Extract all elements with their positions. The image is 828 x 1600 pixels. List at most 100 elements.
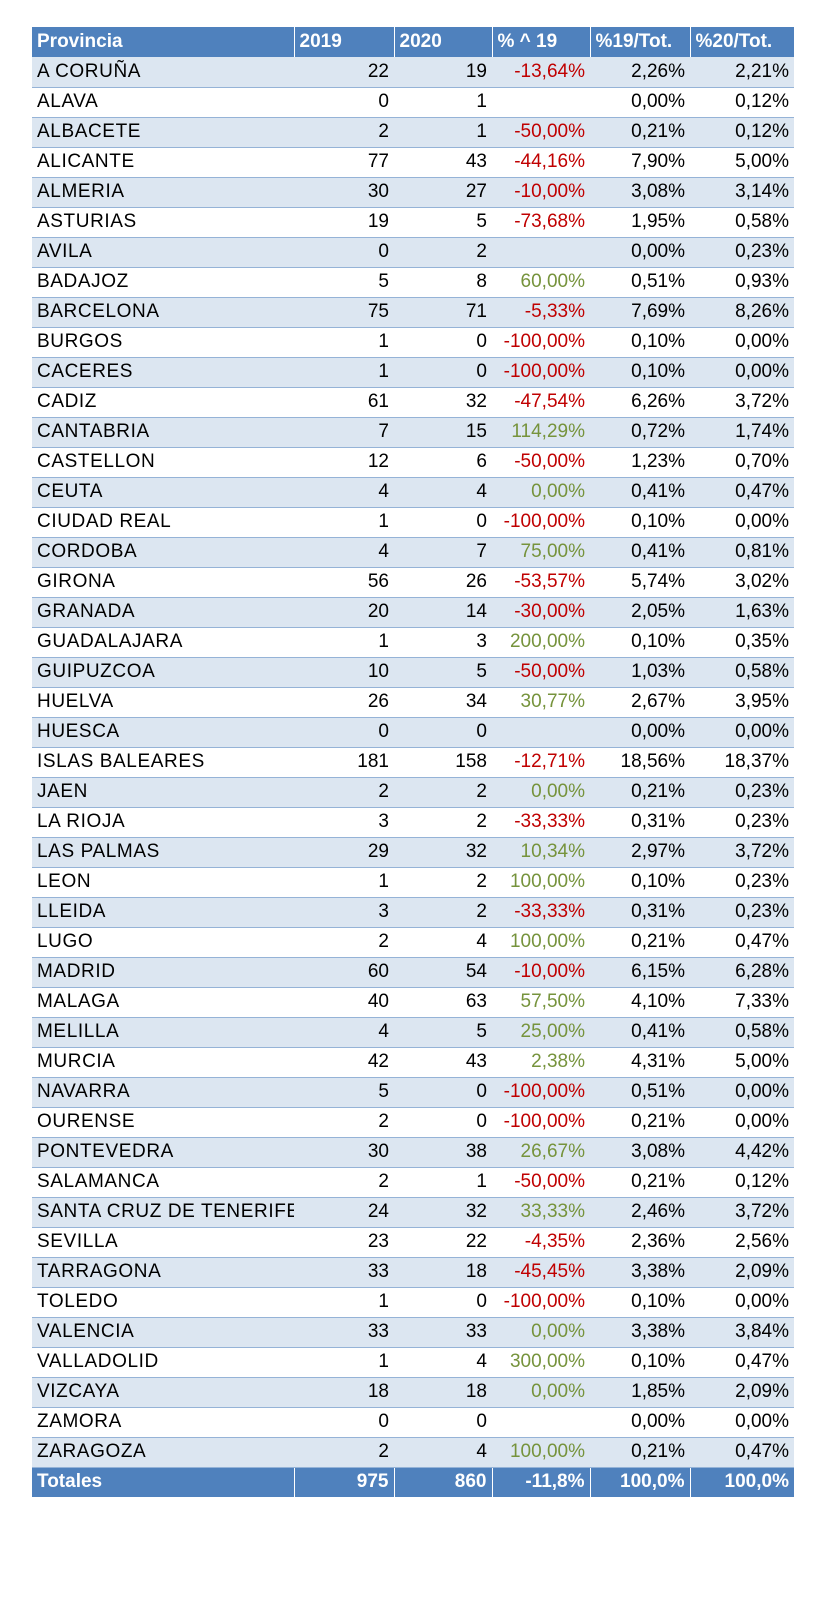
header-share-2019[interactable]: %19/Tot. [589,27,690,57]
cell-share-2019: 7,69% [590,297,690,328]
cell-2020: 4 [394,927,492,958]
cell-2019: 12 [294,447,394,478]
cell-share-2020: 6,28% [690,957,794,988]
cell-provincia: OURENSE [32,1107,294,1138]
cell-provincia: MALAGA [32,987,294,1018]
cell-2019: 42 [294,1047,394,1078]
cell-share-2019: 0,10% [590,1287,690,1318]
cell-provincia: ALAVA [32,87,294,118]
cell-2019: 30 [294,177,394,208]
header-change-pct[interactable]: % ^ 19 [491,27,590,57]
cell-change-pct: -33,33% [492,807,590,838]
table-row: CIUDAD REAL 1 0 -100,00% 0,10% 0,00% [32,507,794,538]
cell-share-2019: 0,21% [590,927,690,958]
cell-change-pct: -10,00% [492,957,590,988]
cell-change-pct: 0,00% [492,1377,590,1408]
table-row: CADIZ 61 32 -47,54% 6,26% 3,72% [32,387,794,418]
cell-share-2020: 0,47% [690,927,794,958]
cell-change-pct: 57,50% [492,987,590,1018]
cell-change-pct: -33,33% [492,897,590,928]
cell-2020: 38 [394,1137,492,1168]
cell-provincia: LEON [32,867,294,898]
cell-provincia: GUADALAJARA [32,627,294,658]
cell-share-2020: 4,42% [690,1137,794,1168]
table-row: LA RIOJA 3 2 -33,33% 0,31% 0,23% [32,807,794,838]
cell-change-pct [492,717,590,748]
table-row: VALENCIA 33 33 0,00% 3,38% 3,84% [32,1317,794,1348]
cell-2019: 4 [294,1017,394,1048]
table-row: ALICANTE 77 43 -44,16% 7,90% 5,00% [32,147,794,178]
cell-2019: 1 [294,1287,394,1318]
cell-change-pct: 2,38% [492,1047,590,1078]
cell-share-2020: 0,00% [690,507,794,538]
cell-2020: 18 [394,1377,492,1408]
cell-change-pct: 300,00% [492,1347,590,1378]
cell-share-2019: 1,85% [590,1377,690,1408]
cell-change-pct: -44,16% [492,147,590,178]
table-row: LAS PALMAS 29 32 10,34% 2,97% 3,72% [32,837,794,868]
cell-2020: 0 [394,717,492,748]
table-row: NAVARRA 5 0 -100,00% 0,51% 0,00% [32,1077,794,1108]
cell-share-2019: 0,10% [590,327,690,358]
cell-share-2019: 0,10% [590,1347,690,1378]
cell-share-2020: 3,72% [690,1197,794,1228]
table-row: GUIPUZCOA 10 5 -50,00% 1,03% 0,58% [32,657,794,688]
cell-2020: 43 [394,147,492,178]
cell-share-2020: 0,70% [690,447,794,478]
cell-share-2020: 0,12% [690,117,794,148]
cell-share-2019: 0,41% [590,477,690,508]
cell-2020: 1 [394,117,492,148]
table-row: MADRID 60 54 -10,00% 6,15% 6,28% [32,957,794,988]
cell-share-2020: 0,00% [690,1107,794,1138]
cell-share-2019: 0,10% [590,507,690,538]
cell-2019: 1 [294,867,394,898]
table-row: SANTA CRUZ DE TENERIFE 24 32 33,33% 2,46% 3,7… [32,1197,794,1228]
cell-provincia: BURGOS [32,327,294,358]
cell-share-2019: 0,41% [590,537,690,568]
cell-change-pct [492,237,590,268]
cell-provincia: ISLAS BALEARES [32,747,294,778]
table-row: ZAMORA 0 0 0,00% 0,00% [32,1407,794,1438]
table-row: GRANADA 20 14 -30,00% 2,05% 1,63% [32,597,794,628]
cell-provincia: MURCIA [32,1047,294,1078]
cell-2019: 18 [294,1377,394,1408]
cell-change-pct [492,87,590,118]
cell-change-pct: -30,00% [492,597,590,628]
cell-2020: 5 [394,1017,492,1048]
totals-change-pct: -11,8% [491,1467,590,1497]
cell-provincia: VIZCAYA [32,1377,294,1408]
cell-provincia: MADRID [32,957,294,988]
cell-share-2020: 0,93% [690,267,794,298]
cell-2019: 5 [294,1077,394,1108]
cell-provincia: ASTURIAS [32,207,294,238]
cell-change-pct: -100,00% [492,1107,590,1138]
cell-2020: 3 [394,627,492,658]
cell-provincia: HUESCA [32,717,294,748]
cell-share-2020: 5,00% [690,1047,794,1078]
cell-provincia: CIUDAD REAL [32,507,294,538]
cell-2020: 2 [394,897,492,928]
cell-share-2020: 5,00% [690,147,794,178]
header-share-2020[interactable]: %20/Tot. [689,27,794,57]
cell-share-2019: 0,51% [590,1077,690,1108]
cell-provincia: LLEIDA [32,897,294,928]
header-2020[interactable]: 2020 [393,27,492,57]
table-row: GIRONA 56 26 -53,57% 5,74% 3,02% [32,567,794,598]
cell-2020: 4 [394,1437,492,1468]
header-provincia[interactable]: Provincia [32,27,294,57]
cell-2019: 33 [294,1317,394,1348]
cell-change-pct: -10,00% [492,177,590,208]
table-row: CORDOBA 4 7 75,00% 0,41% 0,81% [32,537,794,568]
cell-provincia: ALMERIA [32,177,294,208]
cell-provincia: NAVARRA [32,1077,294,1108]
cell-2020: 43 [394,1047,492,1078]
cell-2019: 30 [294,1137,394,1168]
cell-share-2020: 3,72% [690,387,794,418]
header-2019[interactable]: 2019 [293,27,394,57]
table-footer: Totales 975 860 -11,8% 100,0% 100,0% [32,1467,794,1497]
table-row: VALLADOLID 1 4 300,00% 0,10% 0,47% [32,1347,794,1378]
cell-share-2019: 6,26% [590,387,690,418]
cell-2019: 0 [294,717,394,748]
cell-2019: 40 [294,987,394,1018]
cell-share-2020: 0,47% [690,1437,794,1468]
